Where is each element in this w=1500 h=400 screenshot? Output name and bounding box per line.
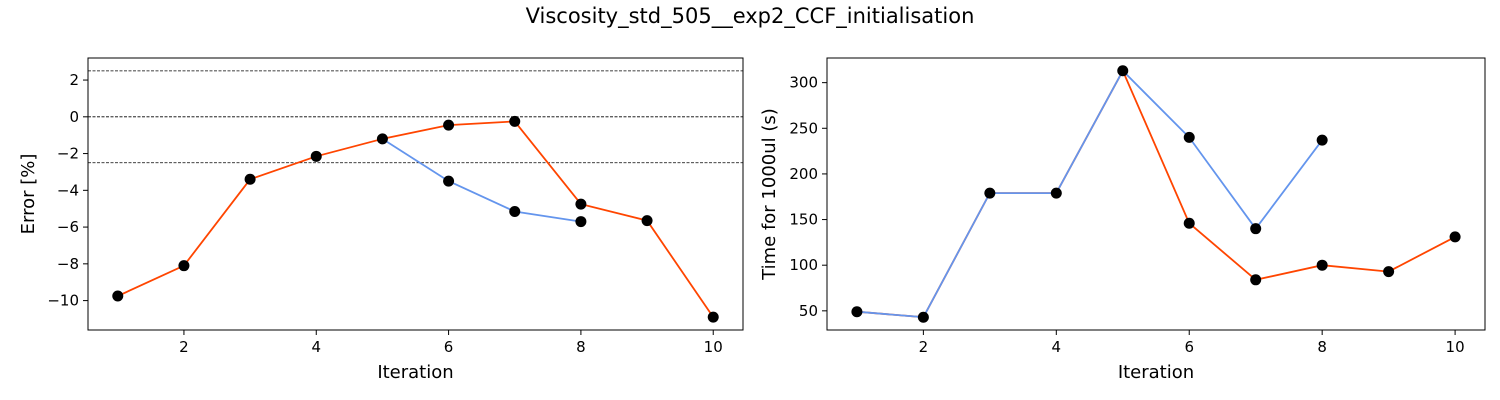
series-line-1 bbox=[856, 68, 1456, 319]
data-point bbox=[1183, 217, 1195, 229]
data-point bbox=[575, 216, 587, 228]
y-tick-label: 0 bbox=[69, 108, 79, 126]
data-point bbox=[443, 175, 455, 187]
plot-frame bbox=[87, 57, 744, 331]
x-tick-label: 2 bbox=[179, 338, 189, 356]
y-tick-label: 2 bbox=[69, 71, 79, 89]
figure-title: Viscosity_std_505__exp2_CCF_initialisati… bbox=[525, 4, 975, 28]
x-axis-label: Iteration bbox=[377, 362, 453, 383]
y-tick-label: 150 bbox=[789, 211, 818, 229]
series-line-1 bbox=[117, 120, 714, 318]
data-point bbox=[112, 290, 124, 302]
y-tick-label: −4 bbox=[57, 181, 79, 199]
data-point bbox=[310, 150, 322, 162]
data-point bbox=[1316, 259, 1328, 271]
x-axis-label: Iteration bbox=[1118, 362, 1194, 383]
data-point bbox=[244, 173, 256, 185]
data-point bbox=[509, 115, 521, 127]
x-tick-label: 8 bbox=[1317, 338, 1327, 356]
data-point bbox=[1183, 131, 1195, 143]
y-tick-label: −10 bbox=[47, 292, 79, 310]
x-tick-label: 8 bbox=[576, 338, 586, 356]
x-tick-label: 6 bbox=[1184, 338, 1194, 356]
y-tick-label: 200 bbox=[789, 165, 818, 183]
x-tick-label: 4 bbox=[1052, 338, 1062, 356]
plot-frame bbox=[826, 57, 1486, 331]
data-point bbox=[1449, 231, 1461, 243]
data-point bbox=[178, 260, 190, 272]
y-tick-label: 50 bbox=[799, 302, 818, 320]
data-point bbox=[641, 215, 653, 227]
x-tick-label: 6 bbox=[444, 338, 454, 356]
panel-1: 2 4 6 8 10 2 0 −2 −4 −6 −8 −10 Iteration Error [%] bbox=[18, 57, 744, 383]
data-point bbox=[851, 306, 863, 318]
y-axis-label: Error [%] bbox=[18, 154, 39, 235]
y-tick-label: 100 bbox=[789, 256, 818, 274]
y-axis-label: Time for 1000ul (s) bbox=[759, 108, 780, 281]
data-point bbox=[917, 311, 929, 323]
y-tick-label: −6 bbox=[57, 218, 79, 236]
data-point bbox=[1050, 187, 1062, 199]
data-point bbox=[984, 187, 996, 199]
panel-2: 2 4 6 8 10 300 250 200 150 100 50 Iteration Time for… bbox=[759, 57, 1486, 383]
data-point bbox=[707, 311, 719, 323]
data-point bbox=[1316, 134, 1328, 146]
data-point bbox=[1250, 274, 1262, 286]
x-tick-label: 10 bbox=[704, 338, 723, 356]
data-point bbox=[509, 205, 521, 217]
y-tick-label: 300 bbox=[789, 74, 818, 92]
x-tick-label: 2 bbox=[919, 338, 929, 356]
y-tick-label: −8 bbox=[57, 255, 79, 273]
y-tick-label: −2 bbox=[57, 145, 79, 163]
y-tick-label: 250 bbox=[789, 119, 818, 137]
data-point bbox=[575, 198, 587, 210]
data-point bbox=[1383, 266, 1395, 278]
x-tick-label: 10 bbox=[1446, 338, 1465, 356]
series-line-2 bbox=[856, 69, 1323, 319]
data-point bbox=[376, 133, 388, 145]
data-point bbox=[443, 119, 455, 131]
series-line-2 bbox=[381, 138, 582, 223]
data-point bbox=[1117, 65, 1129, 77]
x-tick-label: 4 bbox=[311, 338, 321, 356]
data-point bbox=[1250, 223, 1262, 235]
